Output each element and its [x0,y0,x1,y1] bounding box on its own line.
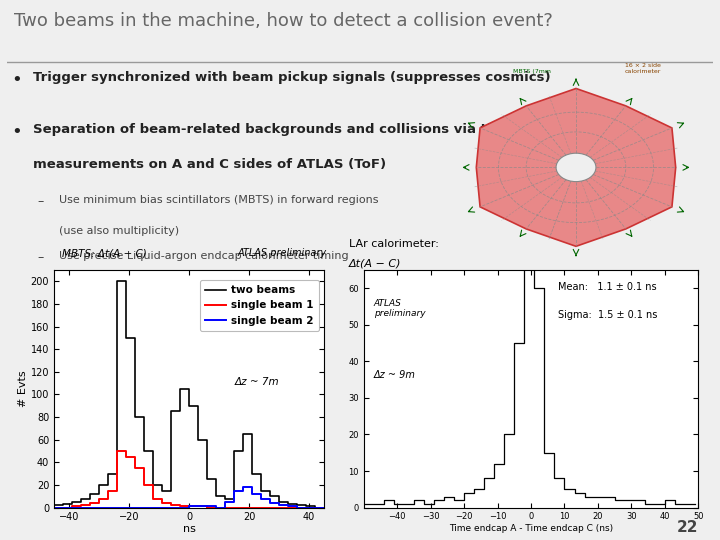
single beam 2 [239,484,248,490]
Text: ATLAS preliminary: ATLAS preliminary [238,248,327,258]
two beams [320,504,328,511]
two beams [148,448,157,454]
Text: Separation of beam-related backgrounds and collisions via timing: Separation of beam-related backgrounds a… [33,123,529,136]
two beams [112,278,121,285]
X-axis label: ns: ns [183,524,195,534]
Text: –: – [37,252,44,265]
Text: MBTS (7mm: MBTS (7mm [513,69,551,75]
two beams [131,414,140,420]
two beams [311,504,320,511]
Text: measurements on A and C sides of ATLAS (ToF): measurements on A and C sides of ATLAS (… [33,158,386,171]
two beams [95,482,104,488]
Circle shape [556,153,596,181]
Text: 16 × 2 side
calorimeter: 16 × 2 side calorimeter [624,64,661,75]
Text: Δz ~ 7m: Δz ~ 7m [235,377,279,387]
single beam 1 [140,482,148,488]
single beam 1 [220,504,229,511]
single beam 1 [50,504,58,511]
Text: Δz ~ 9m: Δz ~ 9m [374,370,415,380]
single beam 2 [95,504,104,511]
Line: two beams: two beams [54,281,324,508]
Text: •: • [12,123,22,141]
single beam 1 [112,448,121,454]
X-axis label: Time endcap A - Time endcap C (ns): Time endcap A - Time endcap C (ns) [449,524,613,533]
single beam 2 [320,504,328,511]
single beam 2 [131,504,140,511]
Y-axis label: # Evts: # Evts [18,370,28,407]
Text: Use precise Liquid-argon endcap calorimeter timing: Use precise Liquid-argon endcap calorime… [59,252,348,261]
Text: Δt(A − C): Δt(A − C) [349,259,402,269]
single beam 1 [131,465,140,471]
single beam 2 [50,504,58,511]
single beam 2 [122,504,130,511]
single beam 1 [122,454,130,460]
two beams [122,335,130,341]
single beam 2 [220,504,229,511]
Text: –: – [37,195,44,208]
Text: Trigger synchronized with beam pickup signals (suppresses cosmics): Trigger synchronized with beam pickup si… [33,71,551,84]
two beams [50,502,58,509]
Line: single beam 1: single beam 1 [54,451,324,508]
single beam 1 [95,495,104,502]
Text: Use minimum bias scintillators (MBTS) in forward regions: Use minimum bias scintillators (MBTS) in… [59,195,379,205]
Text: LAr calorimeter:: LAr calorimeter: [349,239,439,249]
Legend: two beams, single beam 1, single beam 2: two beams, single beam 1, single beam 2 [200,280,319,331]
Text: Sigma:  1.5 ± 0.1 ns: Sigma: 1.5 ± 0.1 ns [558,310,657,320]
Text: 22: 22 [677,519,698,535]
single beam 1 [148,482,157,488]
single beam 2 [140,504,148,511]
Text: MBTS: Δt(A − C): MBTS: Δt(A − C) [62,248,147,258]
two beams [140,448,148,454]
Line: single beam 2: single beam 2 [54,487,324,508]
two beams [220,495,229,502]
Polygon shape [477,89,675,246]
Text: Two beams in the machine, how to detect a collision event?: Two beams in the machine, how to detect … [14,12,553,30]
single beam 1 [320,504,328,511]
Text: Mean:   1.1 ± 0.1 ns: Mean: 1.1 ± 0.1 ns [558,282,657,292]
single beam 2 [140,504,148,511]
Text: (use also multiplicity): (use also multiplicity) [59,226,179,236]
Text: •: • [12,71,22,89]
Text: ATLAS
preliminary: ATLAS preliminary [374,299,426,318]
